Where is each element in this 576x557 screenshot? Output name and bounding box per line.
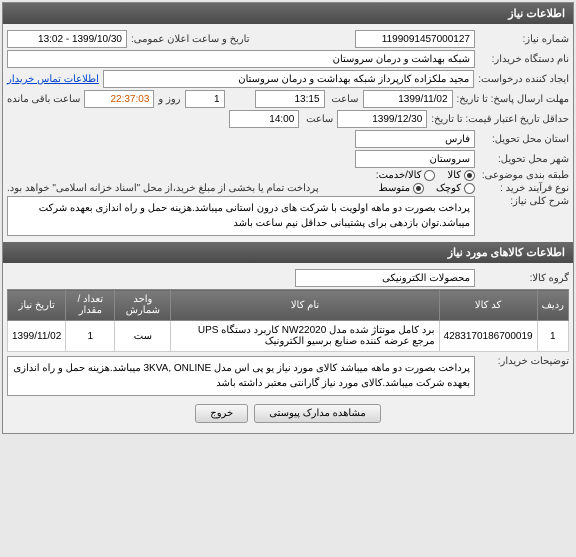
radio-service[interactable] [424, 170, 435, 181]
th-date: تاریخ نیاز [8, 290, 66, 321]
panel1-header: اطلاعات نیاز [3, 3, 573, 24]
td-qty: 1 [66, 321, 115, 352]
th-unit: واحد شمارش [115, 290, 171, 321]
time-label2: ساعت [303, 114, 333, 125]
td-name: برد کامل مونتاژ شده مدل NW22020 کاربرد د… [171, 321, 439, 352]
row-buyerdesc: توضیحات خریدار: پرداخت بصورت دو ماهه میب… [7, 356, 569, 396]
th-qty: تعداد / مقدار [66, 290, 115, 321]
reqno-field: 1199091457000127 [355, 30, 475, 48]
radio-medium-item[interactable]: متوسط [379, 183, 424, 194]
ann-field: 1399/10/30 - 13:02 [7, 30, 127, 48]
city-label: شهر محل تحویل: [479, 154, 569, 165]
ann-label: تاریخ و ساعت اعلان عمومی: [131, 34, 250, 45]
radio-service-label: کالا/خدمت: [376, 170, 422, 181]
creator-label: ایجاد کننده درخواست: [478, 74, 569, 85]
button-row: مشاهده مدارک پیوستی خروج [7, 398, 569, 429]
proc-radios: کوچک متوسط [379, 183, 475, 194]
radio-service-item[interactable]: کالا/خدمت: [376, 170, 436, 181]
th-idx: ردیف [537, 290, 568, 321]
days-label: روز و [158, 94, 180, 105]
td-unit: ست [115, 321, 171, 352]
radio-medium-label: متوسط [379, 183, 410, 194]
row-group: گروه کالا: محصولات الکترونیکی [7, 269, 569, 287]
row-buyer: نام دستگاه خریدار: شبکه بهداشت و درمان س… [7, 50, 569, 68]
buyerdesc-text: پرداخت بصورت دو ماهه میباشد کالای مورد ن… [7, 356, 475, 396]
buyer-label: نام دستگاه خریدار: [479, 54, 569, 65]
group-label: گروه کالا: [479, 273, 569, 284]
main-panel: اطلاعات نیاز شماره نیاز: 119909145700012… [2, 2, 574, 434]
city-field: سروستان [355, 150, 475, 168]
radio-goods-item[interactable]: کالا [447, 170, 475, 181]
attachments-button[interactable]: مشاهده مدارک پیوستی [254, 404, 381, 423]
row-city: شهر محل تحویل: سروستان [7, 150, 569, 168]
countdown-suffix: ساعت باقی مانده [7, 94, 80, 105]
contact-link[interactable]: اطلاعات تماس خریدار [7, 74, 99, 85]
buyerdesc-label: توضیحات خریدار: [479, 356, 569, 367]
row-proc: نوع فرآیند خرید : کوچک متوسط پرداخت تمام… [7, 183, 569, 194]
panel2-body: گروه کالا: محصولات الکترونیکی ردیف کد کا… [3, 263, 573, 433]
buyer-field: شبکه بهداشت و درمان سروستان [7, 50, 475, 68]
budget-radios: کالا کالا/خدمت: [376, 170, 475, 181]
close-button[interactable]: خروج [195, 404, 248, 423]
row-budget: طبقه بندی موضوعی: کالا کالا/خدمت: [7, 170, 569, 181]
td-date: 1399/11/02 [8, 321, 66, 352]
radio-small-item[interactable]: کوچک [436, 183, 475, 194]
budget-label: طبقه بندی موضوعی: [479, 170, 569, 181]
row-validity: حداقل تاریخ اعتبار قیمت: تا تاریخ: 1399/… [7, 110, 569, 128]
row-creator: ایجاد کننده درخواست: مجید ملکزاده کارپرد… [7, 70, 569, 88]
row-province: استان محل تحویل: فارس [7, 130, 569, 148]
items-table: ردیف کد کالا نام کالا واحد شمارش تعداد /… [7, 289, 569, 352]
creator-field: مجید ملکزاده کارپرداز شبکه بهداشت و درما… [103, 70, 474, 88]
td-idx: 1 [537, 321, 568, 352]
time-label1: ساعت [329, 94, 359, 105]
desc-label: شرح کلی نیاز: [479, 196, 569, 207]
radio-medium[interactable] [413, 183, 424, 194]
province-field: فارس [355, 130, 475, 148]
panel2-header: اطلاعات کالاهای مورد نیاز [3, 242, 573, 263]
row-desc: شرح کلی نیاز: پرداخت بصورت دو ماهه اولوی… [7, 196, 569, 236]
deadline-label: مهلت ارسال پاسخ: تا تاریخ: [457, 94, 569, 105]
th-code: کد کالا [439, 290, 537, 321]
td-code: 4283170186700019 [439, 321, 537, 352]
group-field: محصولات الکترونیکی [295, 269, 475, 287]
validity-date: 1399/12/30 [337, 110, 427, 128]
table-row: 1 4283170186700019 برد کامل مونتاژ شده م… [8, 321, 569, 352]
radio-small[interactable] [464, 183, 475, 194]
countdown: 22:37:03 [84, 90, 154, 108]
th-name: نام کالا [171, 290, 439, 321]
row-deadline: مهلت ارسال پاسخ: تا تاریخ: 1399/11/02 سا… [7, 90, 569, 108]
radio-goods[interactable] [464, 170, 475, 181]
reqno-label: شماره نیاز: [479, 34, 569, 45]
radio-goods-label: کالا [447, 170, 461, 181]
row-reqno: شماره نیاز: 1199091457000127 تاریخ و ساع… [7, 30, 569, 48]
validity-time: 14:00 [229, 110, 299, 128]
deadline-date: 1399/11/02 [363, 90, 453, 108]
proc-label: نوع فرآیند خرید : [479, 183, 569, 194]
days-field: 1 [185, 90, 225, 108]
validity-label: حداقل تاریخ اعتبار قیمت: تا تاریخ: [431, 114, 569, 125]
deadline-time: 13:15 [255, 90, 325, 108]
panel1-body: شماره نیاز: 1199091457000127 تاریخ و ساع… [3, 24, 573, 242]
table-header-row: ردیف کد کالا نام کالا واحد شمارش تعداد /… [8, 290, 569, 321]
province-label: استان محل تحویل: [479, 134, 569, 145]
budget-note: پرداخت تمام یا بخشی از مبلغ خرید،از محل … [7, 183, 319, 194]
desc-text: پرداخت بصورت دو ماهه اولویت با شرکت های … [7, 196, 475, 236]
radio-small-label: کوچک [436, 183, 461, 194]
